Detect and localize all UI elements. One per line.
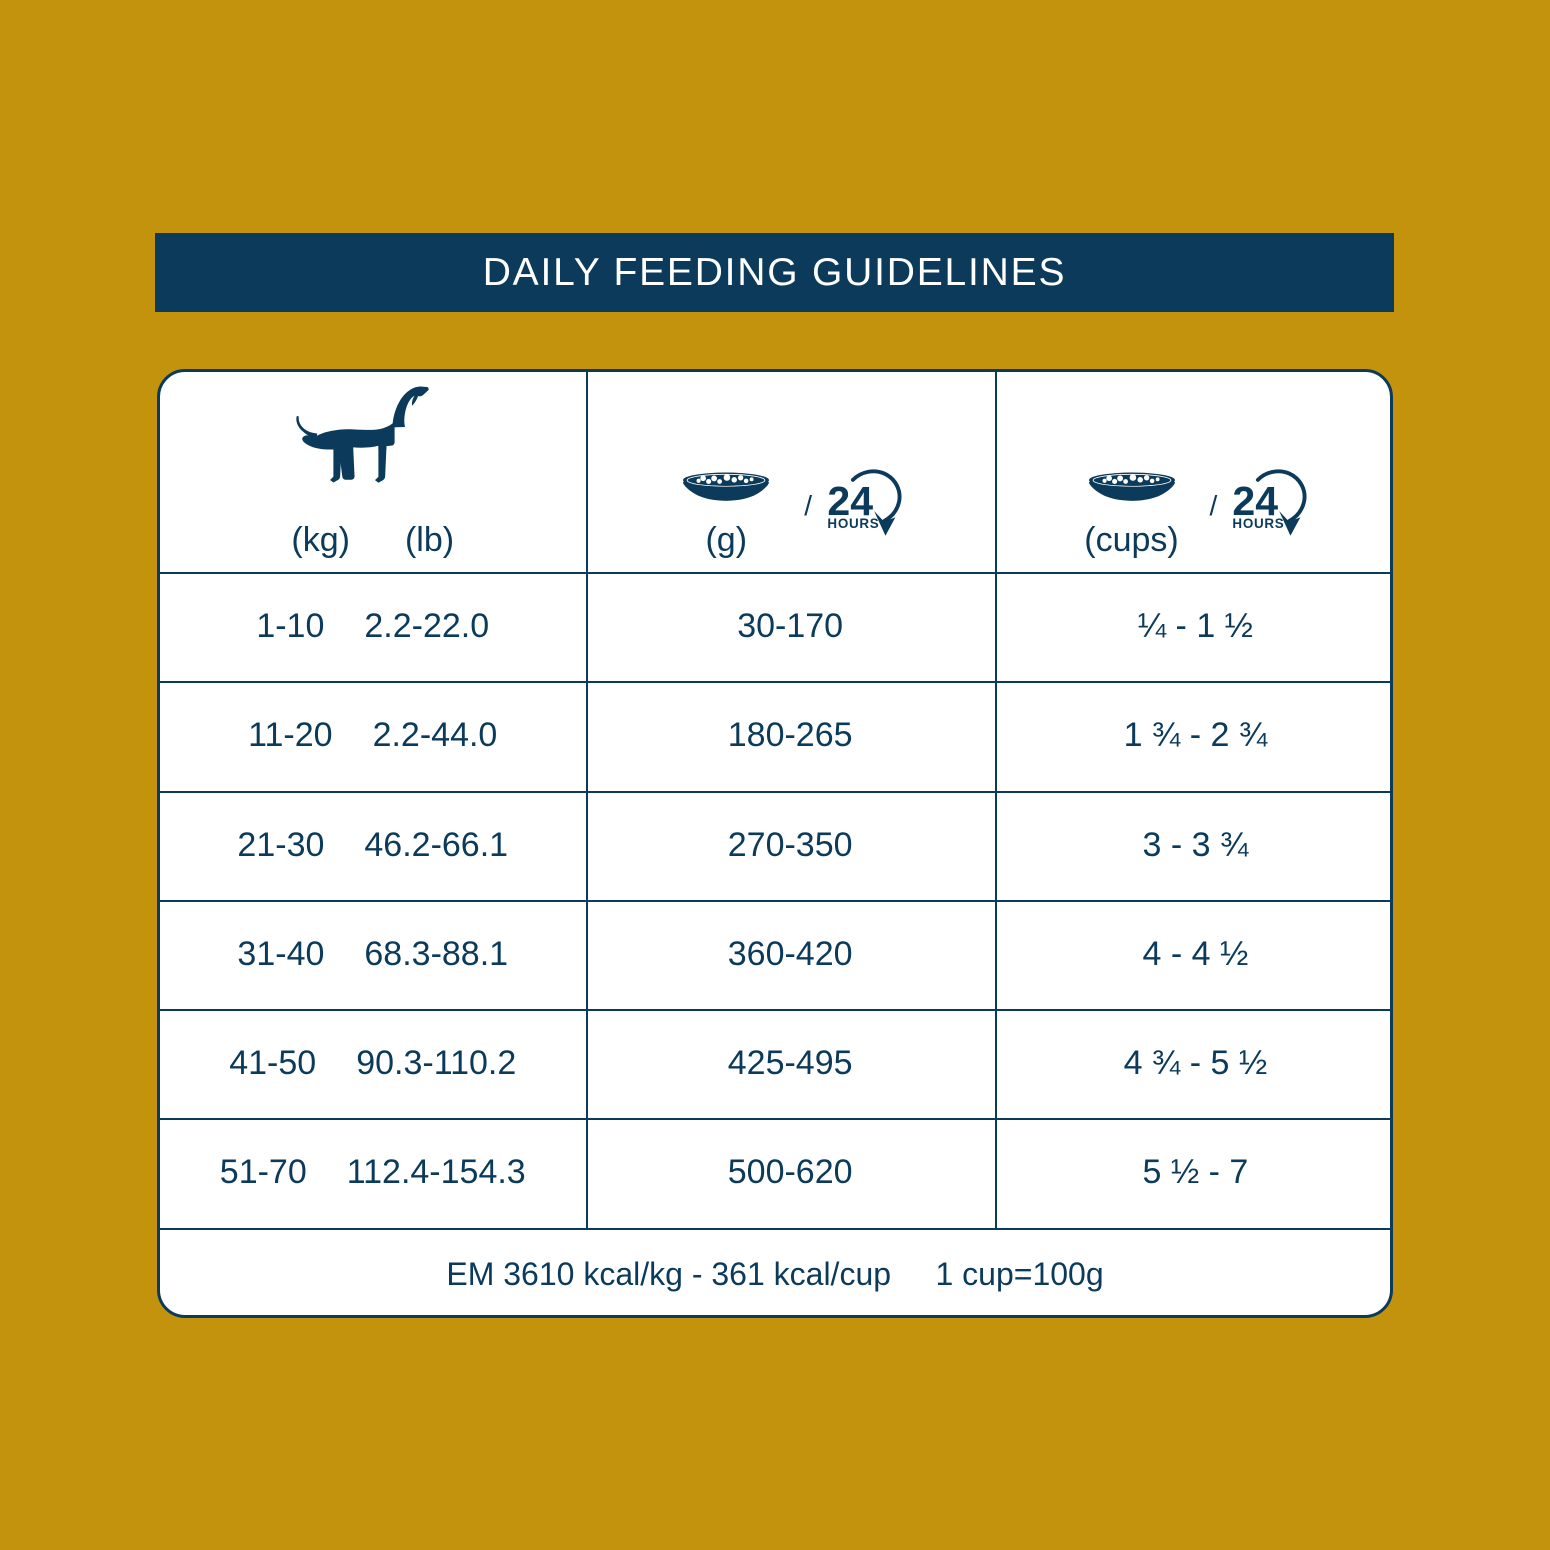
svg-text:HOURS: HOURS: [1233, 515, 1285, 530]
svg-text:HOURS: HOURS: [827, 515, 879, 530]
